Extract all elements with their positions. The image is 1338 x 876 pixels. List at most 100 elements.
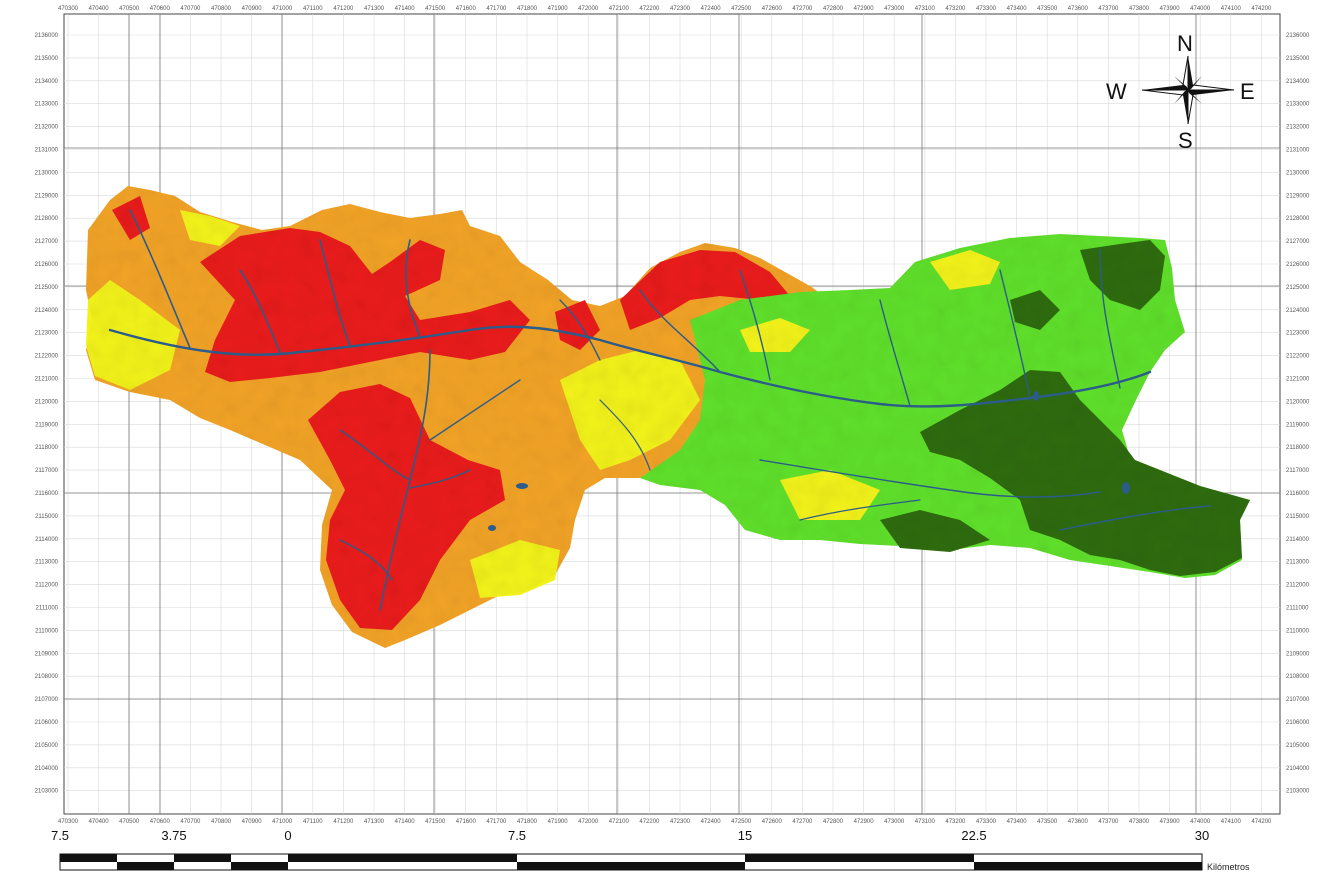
grid-x-label: 471000 xyxy=(272,819,293,825)
grid-y-label: 2126000 xyxy=(35,262,59,268)
scale-label: 22.5 xyxy=(961,828,987,843)
grid-y-label: 2115000 xyxy=(35,514,59,520)
water-body xyxy=(1122,482,1130,494)
river-tributary xyxy=(599,399,651,471)
grid-x-label: 473400 xyxy=(1007,6,1028,12)
grid-y-label: 2109000 xyxy=(35,651,59,657)
grid-x-label: 473200 xyxy=(945,6,966,12)
grid-y-label: 2136000 xyxy=(1286,33,1310,39)
scale-label: 15 xyxy=(737,828,753,843)
grid-x-label: 473300 xyxy=(976,819,997,825)
grid-x-label: 474100 xyxy=(1221,6,1242,12)
grid-x-label: 470600 xyxy=(150,6,171,12)
grid-y-label: 2103000 xyxy=(1286,789,1310,795)
grid-y-label: 2133000 xyxy=(1286,102,1310,108)
grid-x-label: 473400 xyxy=(1007,819,1028,825)
grid-y-label: 2112000 xyxy=(35,583,59,589)
grid-y-label: 2122000 xyxy=(1286,354,1310,360)
grid-x-label: 473200 xyxy=(945,819,966,825)
grid-x-label: 472200 xyxy=(639,6,660,12)
grid-x-label: 474000 xyxy=(1190,6,1211,12)
grid-y-label: 2113000 xyxy=(35,560,59,566)
grid-x-label: 472700 xyxy=(792,6,813,12)
grid-y-label: 2136000 xyxy=(35,33,59,39)
grid-y-label: 2134000 xyxy=(35,79,59,85)
river-tributary xyxy=(879,299,911,407)
grid-x-label: 471700 xyxy=(486,6,507,12)
grid-y-label: 2124000 xyxy=(35,308,59,314)
grid-x-label: 470900 xyxy=(242,6,263,12)
water-bodies xyxy=(488,391,1130,531)
grid-y-label: 2127000 xyxy=(35,239,59,245)
grid-x-label: 471100 xyxy=(303,819,323,825)
grid-x-label: 473600 xyxy=(1068,819,1089,825)
scale-label: 3.75 xyxy=(161,828,187,843)
grid-x-label: 471300 xyxy=(364,6,385,12)
grid-x-label: 473800 xyxy=(1129,819,1150,825)
grid-x-label: 473000 xyxy=(884,819,905,825)
grid-x-label: 471800 xyxy=(517,819,538,825)
grid-x-label: 471200 xyxy=(333,6,354,12)
river-tributary xyxy=(999,269,1031,399)
grid-x-label: 471100 xyxy=(303,6,323,12)
grid-y-labels-left: 2136000 2135000 2134000 2133000 2132000 21310… xyxy=(35,33,59,795)
grid-y-label: 2106000 xyxy=(1286,720,1310,726)
grid-x-label: 473900 xyxy=(1160,819,1181,825)
grid-y-label: 2128000 xyxy=(1286,216,1310,222)
grid-y-label: 2118000 xyxy=(1286,445,1310,451)
river-tributary xyxy=(319,239,351,347)
grid-y-label: 2132000 xyxy=(1286,125,1310,131)
grid-x-label: 470800 xyxy=(211,6,232,12)
grid-x-label: 473900 xyxy=(1160,6,1181,12)
grid-y-label: 2114000 xyxy=(35,537,59,543)
grid-x-label: 471600 xyxy=(456,6,477,12)
grid-y-label: 2131000 xyxy=(35,148,59,154)
grid-x-label: 471500 xyxy=(425,6,446,12)
grid-y-label: 2105000 xyxy=(1286,743,1310,749)
grid-x-label: 473500 xyxy=(1037,819,1058,825)
grid-x-label: 471600 xyxy=(456,819,477,825)
grid-x-label: 473700 xyxy=(1098,6,1119,12)
grid-y-label: 2123000 xyxy=(35,331,59,337)
grid-x-label: 474100 xyxy=(1221,819,1242,825)
grid-x-label: 472300 xyxy=(670,819,691,825)
grid-x-label: 470700 xyxy=(180,6,201,12)
grid-x-label: 470800 xyxy=(211,819,232,825)
grid-x-label: 473300 xyxy=(976,6,997,12)
grid-x-label: 472500 xyxy=(731,819,752,825)
river-tributary xyxy=(559,299,601,361)
grid-y-label: 2107000 xyxy=(1286,697,1310,703)
grid-x-label: 473000 xyxy=(884,6,905,12)
grid-y-label: 2111000 xyxy=(36,606,59,612)
grid-x-label: 472800 xyxy=(823,6,844,12)
grid-y-label: 2123000 xyxy=(1286,331,1310,337)
scale-unit-label: Kilómetros xyxy=(1207,862,1250,872)
grid-y-label: 2128000 xyxy=(35,216,59,222)
grid-y-label: 2108000 xyxy=(1286,674,1310,680)
compass-east-label: E xyxy=(1240,79,1255,104)
grid-x-label: 473100 xyxy=(915,6,936,12)
river-tributary xyxy=(339,429,411,481)
grid-y-label: 2124000 xyxy=(1286,308,1310,314)
grid-y-label: 2126000 xyxy=(1286,262,1310,268)
grid-x-label: 470500 xyxy=(119,6,140,12)
grid-x-label: 470600 xyxy=(150,819,171,825)
river-tributary xyxy=(405,239,421,339)
grid-x-label: 471700 xyxy=(486,819,507,825)
grid-x-label: 472900 xyxy=(854,819,875,825)
grid-y-label: 2107000 xyxy=(35,697,59,703)
grid-y-label: 2112000 xyxy=(1286,583,1310,589)
grid-y-label: 2129000 xyxy=(35,193,59,199)
grid-x-label: 471400 xyxy=(395,6,416,12)
grid-y-label: 2127000 xyxy=(1286,239,1310,245)
grid-y-label: 2134000 xyxy=(1286,79,1310,85)
compass-west-label: W xyxy=(1106,79,1127,104)
river-tributary xyxy=(639,289,721,373)
grid-x-label: 474000 xyxy=(1190,819,1211,825)
grid-x-label: 472600 xyxy=(762,6,783,12)
grid-x-label: 472100 xyxy=(609,6,630,12)
grid-y-label: 2122000 xyxy=(35,354,59,360)
grid-x-label: 471200 xyxy=(333,819,354,825)
